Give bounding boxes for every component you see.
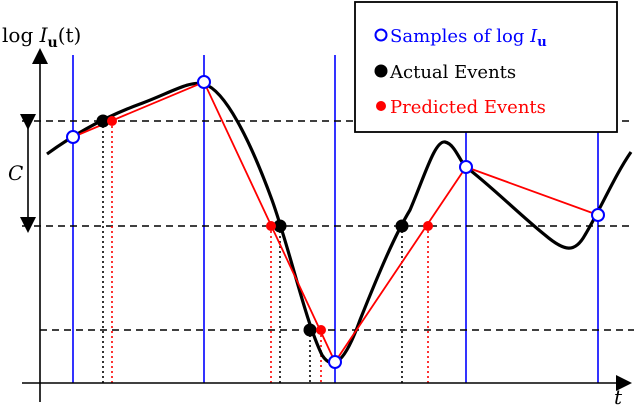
log-intensity-samples bbox=[66, 75, 605, 369]
legend: Samples of log Iu Actual Events Predicte… bbox=[354, 1, 618, 133]
legend-box bbox=[354, 1, 618, 133]
legend-actual-label: Actual Events bbox=[389, 62, 516, 83]
actual-events bbox=[96, 114, 409, 337]
legend-sample-marker bbox=[374, 28, 388, 42]
actual-event-droplines bbox=[102, 121, 403, 383]
x-axis-label: t bbox=[614, 385, 623, 406]
predicted-events bbox=[107, 116, 433, 335]
actual-event-4 bbox=[395, 219, 409, 233]
sample-point-3 bbox=[328, 355, 342, 369]
actual-event-3 bbox=[303, 323, 317, 337]
legend-actual-marker bbox=[374, 64, 388, 78]
legend-predicted-marker bbox=[376, 101, 386, 111]
predicted-event-1 bbox=[107, 116, 117, 126]
predicted-event-4 bbox=[423, 221, 433, 231]
sample-point-1 bbox=[66, 130, 80, 144]
legend-samples-label: Samples of log Iu bbox=[390, 26, 547, 50]
axes bbox=[22, 48, 632, 402]
threshold-lines bbox=[22, 120, 634, 331]
sample-point-5 bbox=[591, 208, 605, 222]
contrast-label: C bbox=[8, 161, 23, 185]
sample-point-4 bbox=[459, 160, 473, 174]
y-axis-label: log Iu(t) bbox=[2, 23, 81, 51]
predicted-event-2 bbox=[266, 221, 276, 231]
actual-event-1 bbox=[96, 114, 110, 128]
actual-event-2 bbox=[273, 219, 287, 233]
predicted-event-droplines bbox=[111, 121, 429, 383]
predicted-event-3 bbox=[316, 325, 326, 335]
legend-predicted-label: Predicted Events bbox=[390, 97, 546, 118]
sample-point-2 bbox=[197, 75, 211, 89]
